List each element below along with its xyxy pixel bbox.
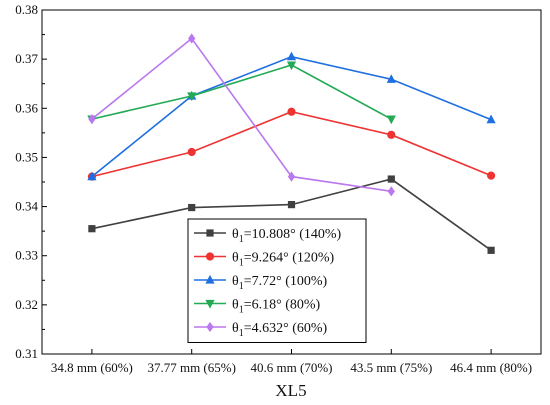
data-point [188,203,196,212]
legend-marker [205,252,215,261]
legend-label-text: =4.632° (60%) [244,321,328,336]
legend-label-subscript: 1 [239,281,244,292]
legend-label: θ1=7.72° (100%) [232,274,328,292]
data-point [87,171,97,181]
legend-item: θ1=7.72° (100%) [194,274,328,292]
legend-label-symbol: θ [232,298,239,313]
legend-label-symbol: θ [232,321,239,336]
data-point [387,186,395,197]
data-point [387,130,396,139]
y-tick-label: 0.32 [15,297,38,312]
series-line [91,37,392,193]
legend-item: θ1=4.632° (60%) [194,321,328,339]
series-5 [88,33,395,197]
data-point [88,113,96,125]
legend-label-subscript: 1 [239,258,244,269]
legend-label: θ1=10.808° (140%) [232,227,342,245]
y-tick-label: 0.31 [15,346,38,361]
data-point [486,114,496,124]
data-point [187,147,196,157]
data-point [386,115,396,125]
legend-label-symbol: θ [232,274,239,289]
x-tick-label: 40.6 mm (70%) [251,360,333,375]
legend-label-text: =7.72° (100%) [244,274,328,289]
y-tick-label: 0.33 [15,248,38,263]
y-tick-label: 0.38 [15,2,38,17]
data-point [487,171,496,180]
series-line [91,64,392,120]
legend-label: θ1=9.264° (120%) [232,251,335,269]
y-tick-label: 0.35 [15,149,38,164]
legend-label: θ1=6.18° (80%) [232,298,321,316]
data-point [188,33,196,44]
data-point [88,225,96,233]
data-point [386,74,396,83]
data-point [387,175,395,183]
legend: θ1=10.808° (140%)θ1=9.264° (120%)θ1=7.72… [187,218,367,343]
legend-label-subscript: 1 [239,234,244,245]
series-layer [87,33,496,254]
legend-label-subscript: 1 [239,328,244,339]
data-point [487,246,495,254]
legend-marker [206,321,214,333]
y-axis: 0.31 0.32 0.33 0.34 0.35 0.36 0.37 0.38 [15,2,47,361]
legend-label-text: =6.18° (80%) [244,298,321,313]
legend-label-symbol: θ [232,227,239,242]
legend-item: θ1=10.808° (140%) [194,227,342,245]
y-tick-label: 0.37 [15,51,38,66]
x-tick-label: 34.8 mm (60%) [51,360,133,375]
series-1 [88,175,495,254]
data-point [287,201,296,209]
x-tick-label: 46.4 mm (80%) [450,360,532,375]
legend-label-subscript: 1 [239,305,244,316]
data-point [287,171,296,182]
x-axis: 34.8 mm (60%) 37.77 mm (65%) 40.6 mm (70%)… [51,349,532,375]
legend-marker [206,229,214,237]
x-tick-label: 37.77 mm (65%) [147,360,235,375]
x-axis-label: XL5 [275,381,306,400]
legend-item: θ1=9.264° (120%) [194,251,335,269]
legend-item: θ1=6.18° (80%) [194,298,321,316]
legend-label-text: =9.264° (120%) [244,251,335,266]
y-tick-label: 0.36 [15,100,38,115]
legend-label: θ1=4.632° (60%) [232,321,328,339]
data-point [187,92,197,102]
x-tick-label: 43.5 mm (75%) [350,360,432,375]
legend-label-symbol: θ [232,251,239,266]
legend-marker [205,299,215,309]
data-point [286,61,297,71]
data-point [287,107,296,116]
y-tick-label: 0.34 [15,199,38,214]
legend-marker [205,274,215,284]
data-point [286,51,297,61]
legend-label-text: =10.808° (140%) [244,227,342,242]
